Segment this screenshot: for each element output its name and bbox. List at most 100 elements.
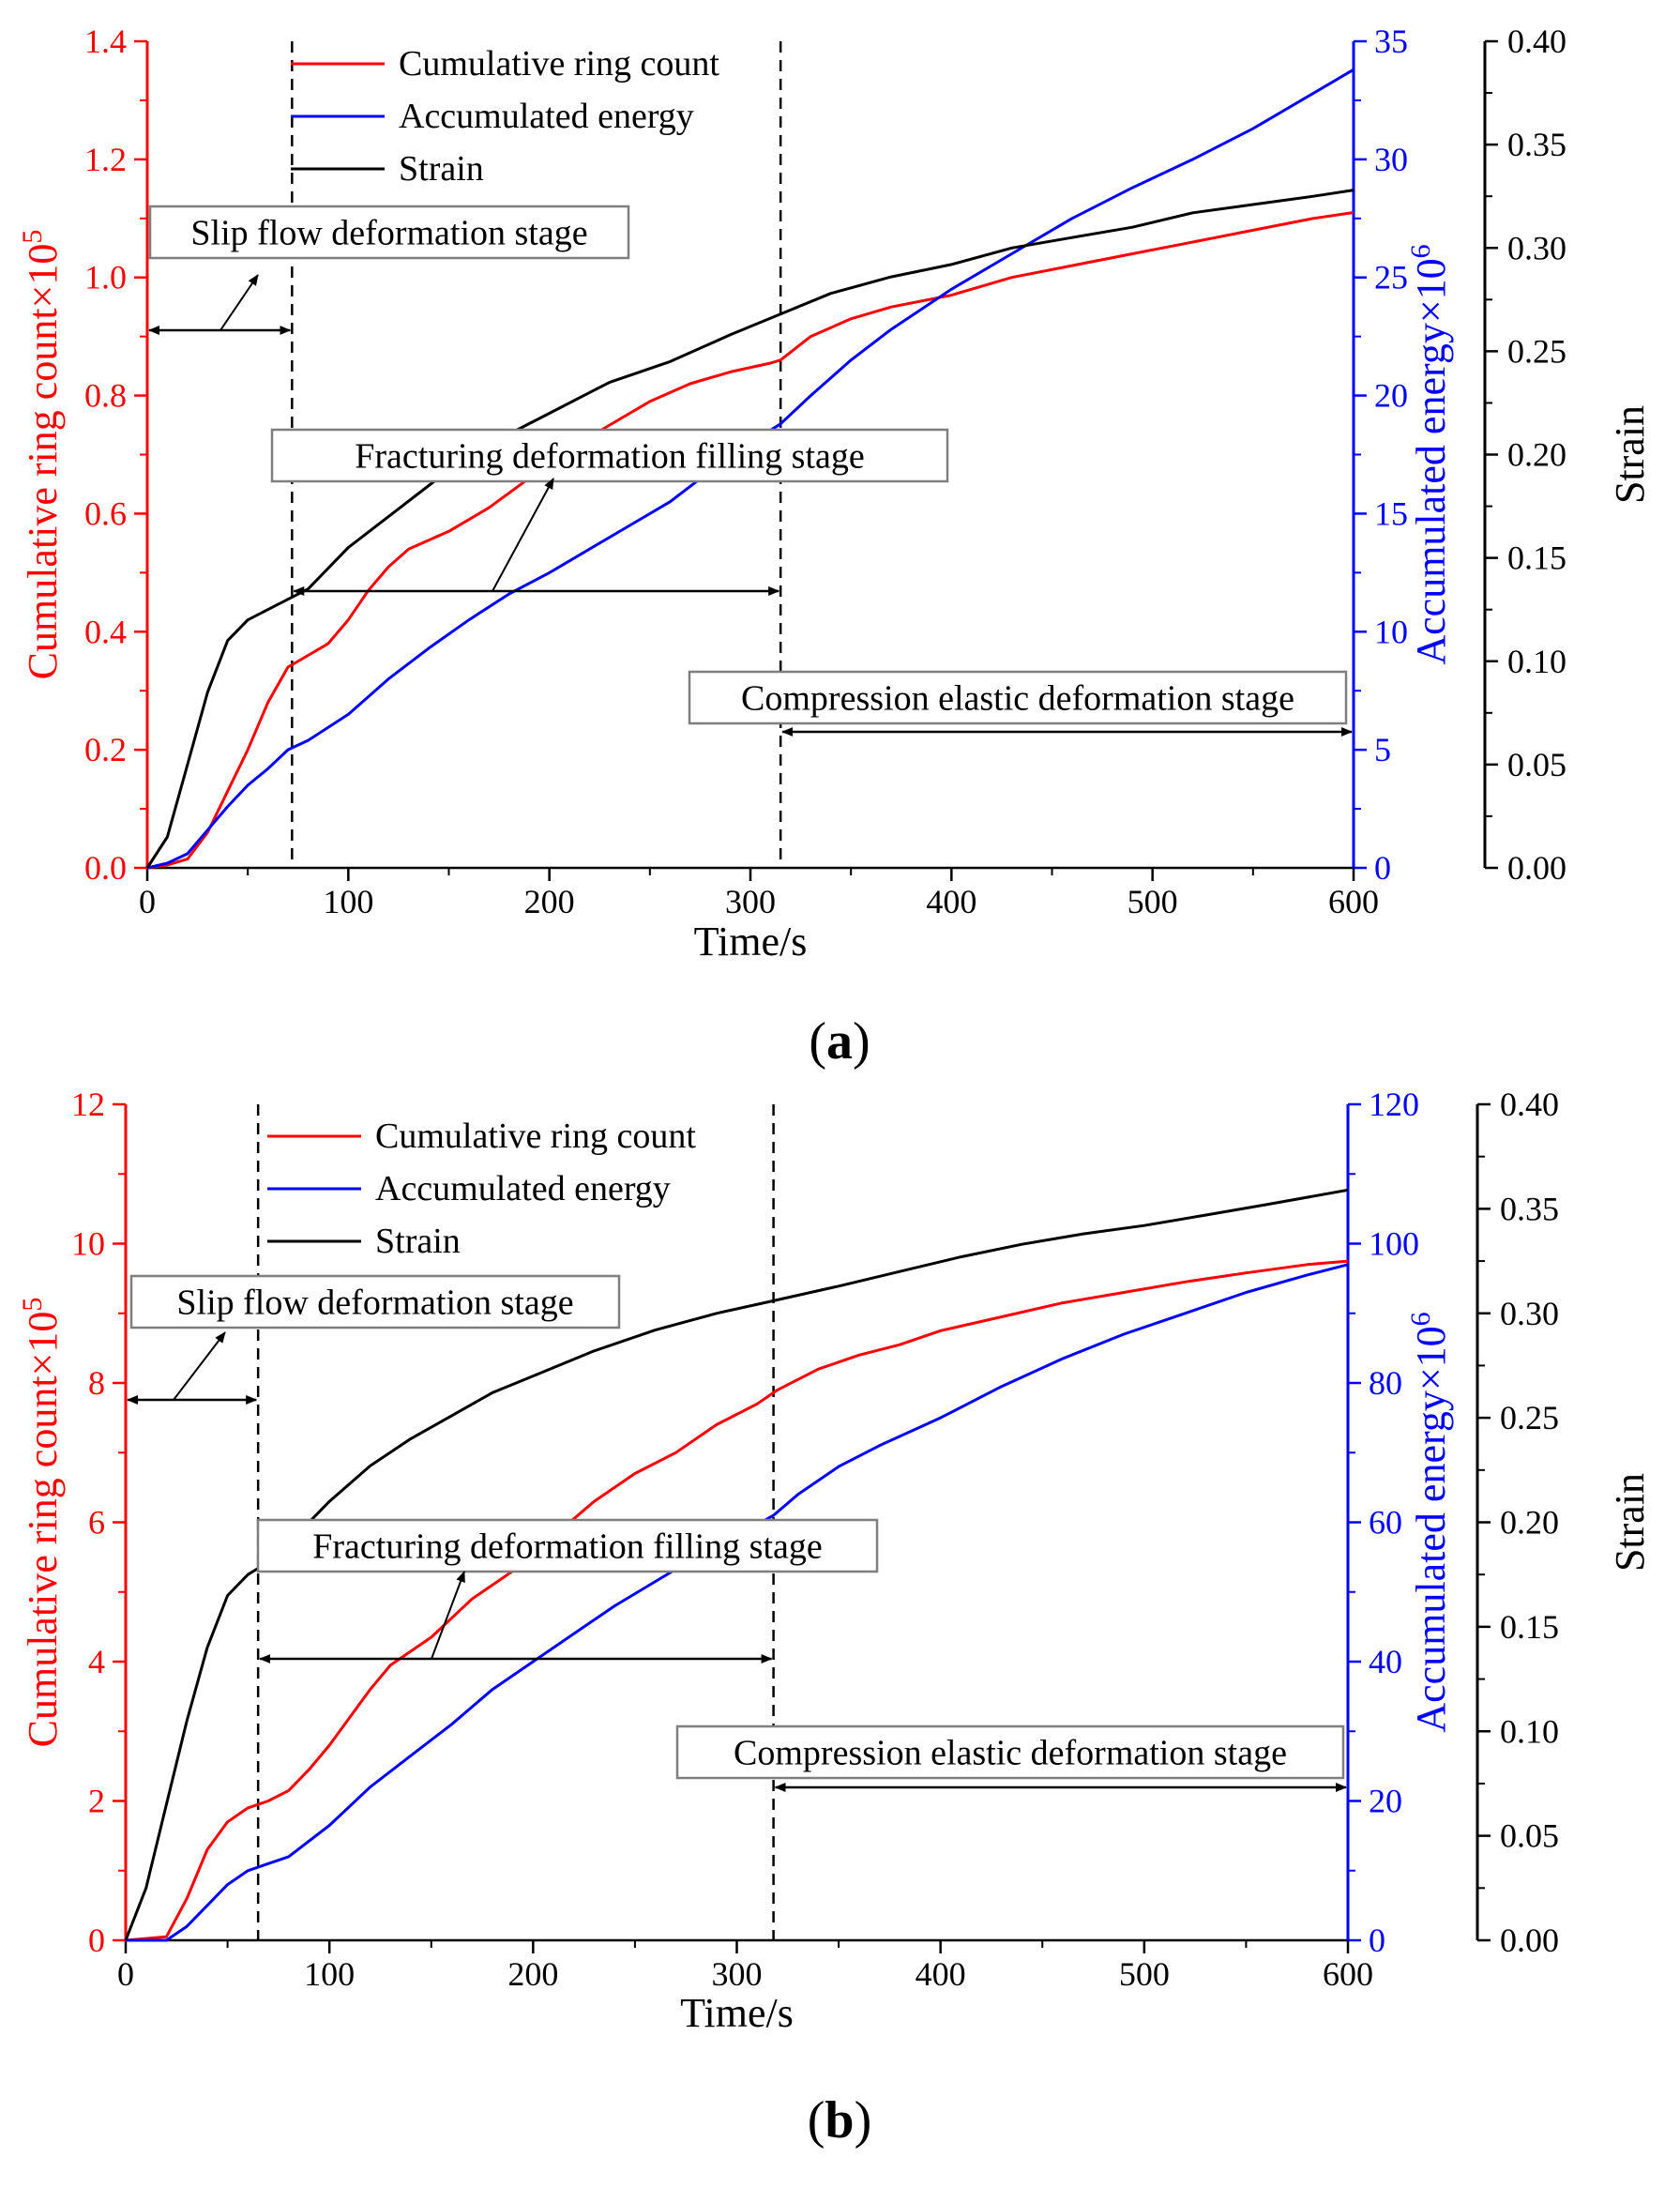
panel-label-open: ( [809, 1012, 826, 1071]
right-y-axis-label-exponent: 6 [1405, 1312, 1436, 1326]
accumulated-energy-line [146, 68, 1355, 870]
strain-axis-label: Strain [1607, 1473, 1653, 1572]
left-y-tick-label: 0.6 [84, 494, 127, 532]
right-y-tick-label: 30 [1374, 141, 1408, 178]
left-y-tick-label: 0.4 [84, 613, 127, 650]
x-tick-label: 200 [524, 883, 575, 920]
strain-y-tick-label: 0.15 [1500, 1608, 1559, 1646]
left-y-tick-label: 6 [88, 1504, 105, 1542]
compression-stage-box [688, 670, 1348, 725]
right-y-tick-label: 20 [1369, 1783, 1402, 1820]
strain-y-tick-label: 0.20 [1500, 1504, 1559, 1542]
strain-y-tick-label: 0.35 [1500, 1190, 1559, 1227]
strain-line [145, 189, 1355, 869]
left-y-tick-label: 8 [88, 1364, 105, 1402]
panel-a: 0 100 200 300 400 500 600Time/s0.00.20.40.60.8… [17, 23, 1653, 1071]
strain-y-tick-label: 0.00 [1500, 1922, 1559, 1959]
x-tick-label: 100 [304, 1955, 355, 1993]
legend-label: Accumulated energy [375, 1169, 671, 1208]
right-y-tick-label: 35 [1374, 23, 1408, 60]
panel-label-close: ) [853, 1012, 870, 1071]
left-y-axis-label-exponent: 5 [17, 230, 48, 244]
x-tick-label: 500 [1119, 1955, 1170, 1993]
right-y-tick-label: 20 [1374, 377, 1408, 415]
left-y-axis-label: Cumulative ring count×105 [17, 230, 66, 680]
panel-b: 0 100 200 300 400 500 600Time/s024681012020406… [17, 1086, 1653, 2150]
slip-flow-stage-label: Slip flow deformation stage [190, 214, 587, 253]
x-tick-label: 300 [725, 883, 776, 920]
x-tick-label: 400 [916, 1955, 966, 1993]
right-y-axis-label: Accumulated energy×106 [1405, 1312, 1454, 1732]
compression-stage-box [675, 1724, 1345, 1780]
x-tick-label: 400 [926, 883, 976, 920]
x-tick-label: 0 [117, 1955, 134, 1993]
legend-label: Strain [399, 149, 484, 189]
strain-y-tick-label: 0.20 [1507, 436, 1566, 474]
x-tick-label: 100 [323, 883, 373, 920]
fracturing-stage-pointer-arrow [431, 1571, 465, 1660]
right-y-tick-label: 120 [1369, 1086, 1419, 1123]
left-y-tick-label: 10 [71, 1225, 105, 1263]
strain-y-tick-label: 0.25 [1500, 1399, 1559, 1436]
right-y-axis-label-exponent: 6 [1405, 244, 1436, 258]
strain-y-tick-label: 0.40 [1500, 1086, 1559, 1123]
panel-label-letter: a [826, 1012, 853, 1071]
strain-y-tick-label: 0.00 [1507, 849, 1566, 887]
panel-label-letter: b [825, 2091, 854, 2150]
strain-y-tick-label: 0.30 [1507, 229, 1566, 266]
right-y-tick-label: 0 [1369, 1922, 1385, 1959]
strain-y-tick-label: 0.40 [1507, 23, 1566, 60]
strain-y-tick-label: 0.05 [1500, 1817, 1559, 1855]
legend-label: Cumulative ring count [399, 44, 719, 84]
right-y-tick-label: 25 [1374, 259, 1408, 296]
left-y-axis-label: Cumulative ring count×105 [17, 1298, 66, 1748]
slip-flow-stage-label: Slip flow deformation stage [176, 1284, 573, 1323]
left-y-tick-label: 1.0 [84, 259, 127, 296]
x-axis-label: Time/s [694, 919, 808, 965]
left-y-tick-label: 12 [71, 1086, 105, 1123]
accumulated-energy-line [126, 1263, 1349, 1942]
left-y-tick-label: 0.8 [84, 377, 127, 415]
panel-label: (a) [809, 1012, 870, 1071]
slip-flow-stage-box [148, 205, 630, 260]
strain-y-tick-label: 0.25 [1507, 332, 1566, 370]
right-y-axis-label-text: Accumulated energy×10 [1408, 258, 1454, 664]
x-tick-label: 600 [1323, 1955, 1373, 1993]
left-y-axis-label-text: Cumulative ring count×10 [20, 244, 66, 680]
right-y-tick-label: 40 [1369, 1643, 1402, 1680]
left-y-axis-label-exponent: 5 [17, 1298, 48, 1312]
cumulative-ring-count-line [146, 211, 1355, 870]
panel-label-close: ) [855, 2091, 872, 2150]
strain-y-tick-label: 0.05 [1507, 746, 1566, 783]
strain-y-tick-label: 0.10 [1500, 1712, 1559, 1750]
left-y-tick-label: 0.0 [84, 849, 127, 887]
strain-line [124, 1188, 1349, 1941]
strain-y-tick-label: 0.30 [1500, 1295, 1559, 1332]
left-y-tick-label: 0 [88, 1922, 105, 1959]
left-y-tick-label: 2 [88, 1783, 105, 1820]
x-tick-label: 500 [1128, 883, 1178, 920]
left-y-tick-label: 0.2 [84, 731, 127, 768]
compression-stage-label: Compression elastic deformation stage [741, 679, 1294, 719]
x-tick-label: 600 [1328, 883, 1379, 920]
left-y-tick-label: 1.2 [84, 141, 127, 178]
left-y-axis-label-text: Cumulative ring count×10 [20, 1312, 66, 1748]
right-y-axis-label-text: Accumulated energy×10 [1408, 1326, 1454, 1732]
right-y-tick-label: 80 [1369, 1364, 1402, 1402]
fracturing-stage-box [270, 428, 949, 483]
right-y-tick-label: 10 [1374, 613, 1408, 650]
x-tick-label: 200 [507, 1955, 558, 1993]
panel-label-open: ( [808, 2091, 825, 2150]
right-y-tick-label: 5 [1374, 731, 1391, 768]
x-tick-label: 0 [139, 883, 156, 920]
slip-flow-stage-pointer-arrow [173, 1331, 226, 1401]
right-y-axis-label: Accumulated energy×106 [1405, 244, 1454, 664]
legend-label: Accumulated energy [399, 97, 694, 136]
right-y-tick-label: 15 [1374, 494, 1408, 532]
legend-label: Strain [375, 1222, 461, 1261]
cumulative-ring-count-line [125, 1259, 1349, 1942]
right-y-tick-label: 0 [1374, 849, 1391, 887]
compression-stage-label: Compression elastic deformation stage [734, 1734, 1287, 1773]
slip-flow-stage-pointer-arrow [219, 274, 259, 331]
